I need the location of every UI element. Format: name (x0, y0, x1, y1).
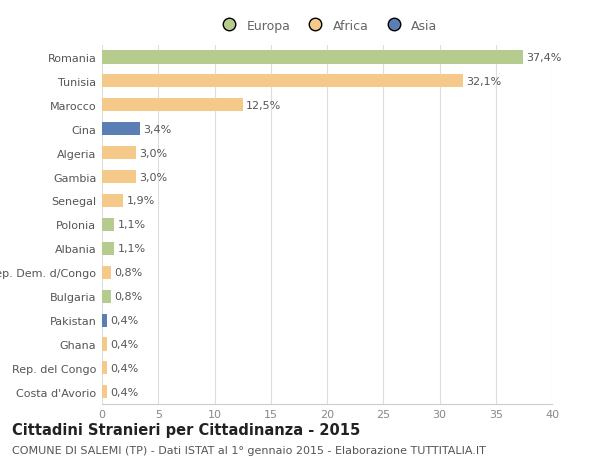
Text: COMUNE DI SALEMI (TP) - Dati ISTAT al 1° gennaio 2015 - Elaborazione TUTTITALIA.: COMUNE DI SALEMI (TP) - Dati ISTAT al 1°… (12, 445, 486, 455)
Text: 37,4%: 37,4% (526, 53, 562, 63)
Text: 0,8%: 0,8% (115, 291, 143, 302)
Bar (102, 386, 107, 398)
Bar (102, 123, 140, 136)
Bar (102, 195, 124, 207)
Bar (102, 338, 107, 351)
Legend: Europa, Africa, Asia: Europa, Africa, Asia (217, 20, 437, 33)
Bar (102, 290, 111, 303)
Bar (102, 242, 115, 255)
Text: 1,9%: 1,9% (127, 196, 155, 206)
Text: 3,4%: 3,4% (143, 124, 172, 134)
Bar (102, 266, 111, 279)
Text: 1,1%: 1,1% (118, 220, 146, 230)
Bar (102, 171, 136, 184)
Bar (102, 147, 136, 160)
Text: Cittadini Stranieri per Cittadinanza - 2015: Cittadini Stranieri per Cittadinanza - 2… (12, 422, 360, 437)
Text: 1,1%: 1,1% (118, 244, 146, 254)
Bar (102, 218, 115, 231)
Text: 32,1%: 32,1% (467, 77, 502, 87)
Text: 0,4%: 0,4% (110, 387, 138, 397)
Text: 12,5%: 12,5% (246, 101, 281, 111)
Text: 0,4%: 0,4% (110, 363, 138, 373)
Text: 0,4%: 0,4% (110, 339, 138, 349)
Text: 0,8%: 0,8% (115, 268, 143, 278)
Bar (102, 99, 242, 112)
Bar (102, 75, 463, 88)
Text: 0,4%: 0,4% (110, 315, 138, 325)
Bar (102, 314, 107, 327)
Bar (102, 51, 523, 64)
Text: 3,0%: 3,0% (139, 172, 167, 182)
Bar (102, 362, 107, 375)
Text: 3,0%: 3,0% (139, 148, 167, 158)
